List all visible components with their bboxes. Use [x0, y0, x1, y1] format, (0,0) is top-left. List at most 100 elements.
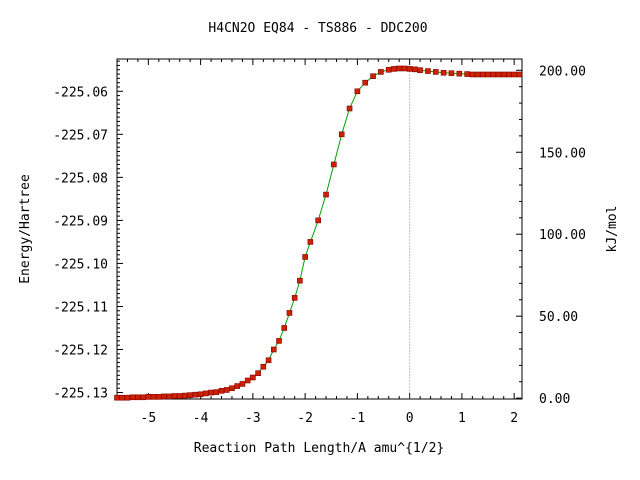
- data-point: [124, 394, 131, 401]
- y-tick-label: -225.10: [53, 257, 108, 272]
- plot-frame: [116, 58, 523, 400]
- y2-tick-label: 0.00: [539, 392, 570, 407]
- data-point: [302, 254, 308, 260]
- data-point: [485, 71, 491, 78]
- data-point: [145, 394, 152, 400]
- data-point: [140, 394, 146, 401]
- data-point: [208, 389, 214, 396]
- data-point: [331, 161, 337, 168]
- data-point: [385, 66, 392, 73]
- y-tick-label: -225.06: [53, 85, 108, 100]
- data-point: [270, 346, 277, 353]
- data-point: [354, 88, 361, 95]
- data-point: [474, 71, 481, 78]
- data-point: [490, 71, 497, 78]
- data-point: [417, 67, 423, 73]
- data-point: [291, 295, 298, 301]
- data-point: [338, 131, 345, 138]
- data-point: [406, 66, 413, 72]
- data-point: [250, 374, 256, 381]
- y-tick-label: -225.08: [53, 171, 108, 186]
- y-tick-label: -225.07: [53, 128, 108, 143]
- data-point: [500, 71, 507, 78]
- data-point: [150, 394, 157, 400]
- data-point: [315, 217, 321, 224]
- data-point: [182, 392, 188, 399]
- x-tick-label: 0: [406, 411, 414, 426]
- data-point: [286, 310, 293, 316]
- x-tick-label: -4: [193, 411, 209, 426]
- data-point: [255, 370, 261, 376]
- data-point: [511, 71, 517, 78]
- data-point: [495, 71, 502, 78]
- energy-curve: [117, 68, 520, 399]
- data-point: [244, 377, 251, 384]
- data-point: [114, 394, 120, 401]
- y-tick-label: -225.12: [53, 344, 108, 359]
- data-point: [265, 357, 272, 364]
- data-series: [114, 65, 523, 401]
- chart-title: H4CN2O EQ84 - TS886 - DDC200: [208, 21, 427, 36]
- y-axis-label: Energy/Hartree: [18, 174, 33, 284]
- data-point: [161, 393, 167, 400]
- data-point: [276, 338, 282, 344]
- data-point: [480, 71, 486, 78]
- data-point: [218, 388, 225, 394]
- data-point: [391, 66, 397, 72]
- data-point: [171, 393, 178, 399]
- data-point: [346, 105, 353, 112]
- data-point: [370, 73, 376, 80]
- data-point: [506, 71, 512, 78]
- data-point: [192, 391, 199, 398]
- data-point: [448, 70, 455, 77]
- data-point: [176, 393, 183, 399]
- data-point: [401, 65, 408, 72]
- y-tick-label: -225.11: [53, 300, 108, 315]
- x-tick-label: -3: [245, 411, 261, 426]
- data-point: [281, 325, 288, 331]
- y-tick-label: -225.13: [53, 387, 108, 402]
- data-point: [229, 385, 235, 392]
- data-point: [166, 393, 173, 400]
- x-tick-label: -2: [297, 411, 313, 426]
- data-point: [129, 394, 136, 401]
- data-point: [197, 391, 204, 398]
- data-point: [378, 69, 384, 75]
- data-point: [156, 394, 162, 400]
- data-point: [203, 390, 209, 397]
- x-tick-label: -1: [350, 411, 366, 426]
- data-point: [307, 239, 314, 245]
- data-point: [135, 394, 141, 401]
- data-point: [412, 66, 418, 73]
- x-tick-label: -5: [141, 411, 157, 426]
- data-point: [456, 70, 463, 77]
- data-point: [213, 389, 220, 395]
- data-point: [234, 383, 240, 389]
- x-tick-label: 1: [458, 411, 466, 426]
- y2-tick-label: 200.00: [539, 64, 586, 79]
- data-point: [516, 71, 523, 78]
- y-tick-label: -225.09: [53, 214, 108, 229]
- data-point: [119, 394, 126, 401]
- data-point: [362, 79, 369, 86]
- x-axis-label: Reaction Path Length/A amu^{1/2}: [194, 441, 444, 456]
- y2-tick-label: 150.00: [539, 146, 586, 161]
- axes: -5 -4 -3 -2 -1 0 1 2 -225.06 -225.07 -225.08 -225.0…: [53, 58, 586, 426]
- data-point: [223, 387, 230, 393]
- data-point: [396, 65, 402, 72]
- data-point: [425, 68, 431, 74]
- data-point: [440, 69, 447, 76]
- x-tick-label: 2: [510, 411, 518, 426]
- y2-tick-label: 100.00: [539, 228, 586, 243]
- data-point: [297, 277, 303, 284]
- data-point: [464, 71, 470, 77]
- data-point: [469, 71, 476, 78]
- data-point: [323, 191, 329, 198]
- data-point: [239, 381, 246, 387]
- data-point: [187, 392, 193, 398]
- data-point: [432, 69, 439, 75]
- y2-axis-label: kJ/mol: [605, 206, 620, 253]
- y2-tick-label: 50.00: [539, 310, 578, 325]
